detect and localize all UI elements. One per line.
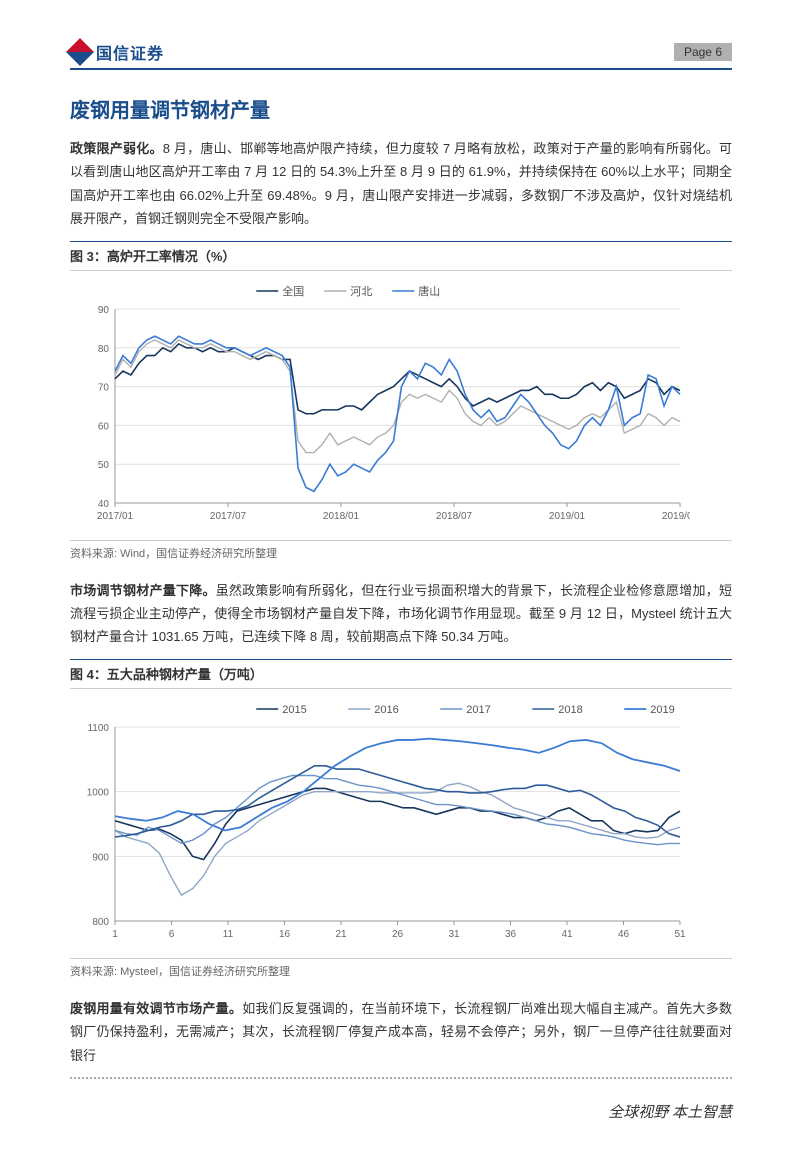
fig4-source: 资料来源: Mysteel，国信证券经济研究所整理 xyxy=(70,958,732,979)
para2-lead: 市场调节钢材产量下降。 xyxy=(70,583,216,598)
svg-text:2019/01: 2019/01 xyxy=(549,511,586,522)
svg-text:50: 50 xyxy=(98,460,110,471)
fig4-chart: 8009001000110016111621263136414651201520… xyxy=(70,689,732,958)
svg-text:1: 1 xyxy=(112,929,118,940)
svg-text:36: 36 xyxy=(505,929,517,940)
svg-text:11: 11 xyxy=(223,929,234,940)
svg-text:80: 80 xyxy=(98,343,110,354)
fig4-svg: 8009001000110016111621263136414651201520… xyxy=(70,699,690,949)
brand-name: 国信证券 xyxy=(96,40,164,64)
para1-lead: 政策限产弱化。 xyxy=(70,141,163,156)
svg-text:51: 51 xyxy=(674,929,686,940)
svg-text:2018/07: 2018/07 xyxy=(436,511,473,522)
svg-text:2017/01: 2017/01 xyxy=(97,511,134,522)
svg-text:70: 70 xyxy=(98,382,110,393)
svg-text:26: 26 xyxy=(392,929,404,940)
svg-text:2019/07: 2019/07 xyxy=(662,511,690,522)
svg-text:全国: 全国 xyxy=(282,284,304,298)
fig3-source: 资料来源: Wind，国信证券经济研究所整理 xyxy=(70,540,732,561)
fig4-caption: 图 4：五大品种钢材产量（万吨） xyxy=(70,667,263,682)
page-number-label: Page 6 xyxy=(674,43,732,61)
svg-text:2017/07: 2017/07 xyxy=(210,511,247,522)
svg-text:800: 800 xyxy=(92,917,109,928)
svg-text:唐山: 唐山 xyxy=(418,284,440,298)
brand-logo-block: 国信证券 xyxy=(70,40,164,64)
paragraph-3: 废钢用量有效调节市场产量。如我们反复强调的，在当前环境下，长流程钢厂尚难出现大幅… xyxy=(70,997,732,1067)
fig3-caption: 图 3：高炉开工率情况（%） xyxy=(70,249,235,264)
paragraph-2: 市场调节钢材产量下降。虽然政策影响有所弱化，但在行业亏损面积增大的背景下，长流程… xyxy=(70,579,732,649)
section-title: 废钢用量调节钢材产量 xyxy=(70,94,732,123)
svg-text:60: 60 xyxy=(98,421,110,432)
page-footer: 全球视野 本土智慧 xyxy=(70,1077,732,1122)
svg-text:31: 31 xyxy=(448,929,460,940)
svg-text:1100: 1100 xyxy=(87,723,109,734)
svg-text:46: 46 xyxy=(618,929,630,940)
page-root: 国信证券 Page 6 废钢用量调节钢材产量 政策限产弱化。8 月，唐山、邯郸等… xyxy=(0,0,802,1162)
para1-body: 8 月，唐山、邯郸等地高炉限产持续，但力度较 7 月略有放松，政策对于产量的影响… xyxy=(70,141,732,226)
fig3-caption-row: 图 3：高炉开工率情况（%） xyxy=(70,241,732,271)
svg-text:2019: 2019 xyxy=(650,704,674,716)
svg-text:21: 21 xyxy=(335,929,347,940)
svg-text:41: 41 xyxy=(561,929,573,940)
svg-text:2017: 2017 xyxy=(466,704,490,716)
svg-text:2018: 2018 xyxy=(558,704,582,716)
svg-text:1000: 1000 xyxy=(87,787,110,798)
svg-text:2016: 2016 xyxy=(374,704,398,716)
fig3-svg: 40 50 60 70 80 90 2017/01 2017/07 2018/01 2018/07… xyxy=(70,281,690,531)
logo-icon xyxy=(66,38,94,66)
svg-text:900: 900 xyxy=(92,852,109,863)
fig4-caption-row: 图 4：五大品种钢材产量（万吨） xyxy=(70,659,732,689)
svg-text:16: 16 xyxy=(279,929,291,940)
svg-text:90: 90 xyxy=(98,305,110,316)
para3-lead: 废钢用量有效调节市场产量。 xyxy=(70,1001,242,1016)
svg-text:2018/01: 2018/01 xyxy=(323,511,360,522)
paragraph-1: 政策限产弱化。8 月，唐山、邯郸等地高炉限产持续，但力度较 7 月略有放松，政策… xyxy=(70,137,732,231)
page-header: 国信证券 Page 6 xyxy=(70,40,732,70)
svg-text:2015: 2015 xyxy=(282,704,306,716)
svg-text:40: 40 xyxy=(98,499,110,510)
svg-text:河北: 河北 xyxy=(350,285,372,298)
svg-text:6: 6 xyxy=(169,929,175,940)
fig3-chart: 40 50 60 70 80 90 2017/01 2017/07 2018/01 2018/07… xyxy=(70,271,732,540)
